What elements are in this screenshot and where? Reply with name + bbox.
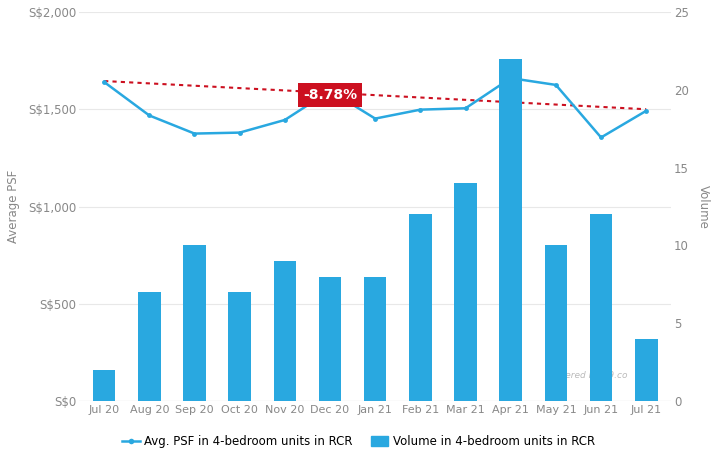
Bar [229,292,251,401]
Bar [364,277,386,401]
Bar [274,261,296,401]
Bar [93,370,115,401]
Bar [138,292,161,401]
Bar [409,214,432,401]
Bar [590,214,612,401]
Bar [184,246,206,401]
Bar [455,183,477,401]
Bar [545,246,567,401]
Legend: Avg. PSF in 4-bedroom units in RCR, Volume in 4-bedroom units in RCR: Avg. PSF in 4-bedroom units in RCR, Volu… [117,431,600,453]
Bar [319,277,341,401]
Y-axis label: Volume: Volume [697,185,710,229]
Bar [500,59,522,401]
Y-axis label: Average PSF: Average PSF [7,170,20,243]
Text: Powered by 99.co: Powered by 99.co [547,371,627,380]
Bar [635,339,657,401]
Text: -8.78%: -8.78% [303,88,357,101]
